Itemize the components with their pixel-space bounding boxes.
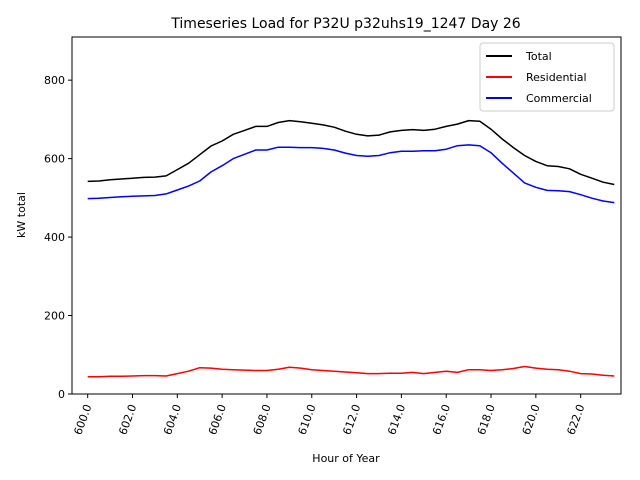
x-tick-label: 614.0 bbox=[385, 403, 408, 437]
y-tick-label: 200 bbox=[44, 310, 65, 323]
x-tick-label: 606.0 bbox=[206, 403, 229, 437]
series-line-total bbox=[87, 119, 615, 186]
y-tick-label: 800 bbox=[44, 74, 65, 87]
x-axis-label: Hour of Year bbox=[312, 452, 380, 465]
x-tick-label: 602.0 bbox=[116, 403, 139, 437]
x-tick-label: 604.0 bbox=[161, 403, 184, 437]
x-tick-label: 618.0 bbox=[475, 403, 498, 437]
x-tick-label: 620.0 bbox=[520, 403, 543, 437]
legend-label-commercial: Commercial bbox=[526, 92, 592, 105]
y-tick-label: 600 bbox=[44, 153, 65, 166]
series-layer bbox=[87, 119, 615, 378]
y-axis: 0 200 400 600 800 bbox=[44, 74, 72, 401]
legend-label-residential: Residential bbox=[526, 71, 587, 84]
plot-frame bbox=[71, 36, 622, 395]
x-tick-label: 600.0 bbox=[72, 403, 95, 437]
legend-label-total: Total bbox=[525, 50, 552, 63]
chart-title: Timeseries Load for P32U p32uhs19_1247 D… bbox=[170, 16, 520, 32]
x-axis: 600.0 602.0 604.0 606.0 608.0 610.0 612.0 614.0… bbox=[72, 394, 587, 437]
x-tick-label: 616.0 bbox=[430, 403, 453, 437]
y-tick-label: 0 bbox=[58, 388, 65, 401]
series-line-commercial bbox=[87, 144, 615, 204]
x-tick-label: 622.0 bbox=[564, 403, 587, 437]
y-tick-label: 400 bbox=[44, 231, 65, 244]
series-line-residential bbox=[87, 365, 615, 378]
legend-box bbox=[479, 42, 615, 112]
x-tick-label: 608.0 bbox=[251, 403, 274, 437]
plot-area bbox=[71, 36, 622, 395]
x-tick-label: 612.0 bbox=[340, 403, 363, 437]
y-axis-label: kW total bbox=[15, 192, 28, 238]
legend: Total Residential Commercial bbox=[479, 42, 615, 112]
x-tick-label: 610.0 bbox=[296, 403, 319, 437]
